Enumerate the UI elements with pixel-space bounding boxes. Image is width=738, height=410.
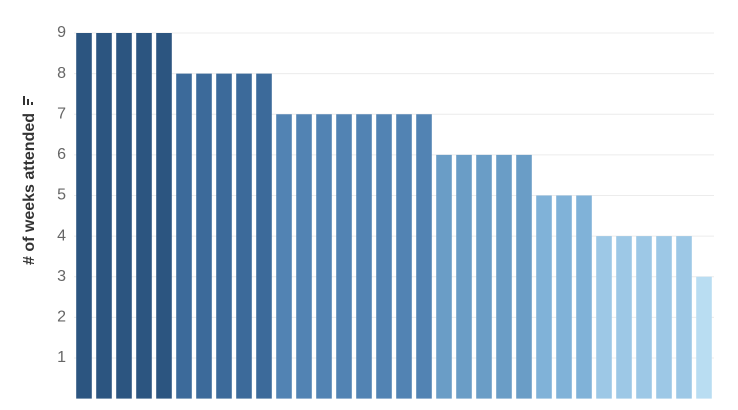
bar [296, 114, 312, 399]
bar [336, 114, 352, 399]
bar [156, 33, 172, 399]
bar [216, 73, 232, 399]
bar [96, 33, 112, 399]
bar [376, 114, 392, 399]
y-axis-title: # of weeks attended [21, 113, 38, 265]
bar [396, 114, 412, 399]
y-tick-label: 1 [57, 349, 66, 366]
bar [516, 154, 532, 399]
bar [416, 114, 432, 399]
bar [696, 276, 712, 399]
bar [356, 114, 372, 399]
y-tick-label: 8 [57, 65, 66, 82]
y-tick-label: 7 [57, 105, 66, 122]
y-axis-title-group: # of weeks attended [21, 96, 38, 265]
bar [256, 73, 272, 399]
bar [496, 154, 512, 399]
bar [616, 236, 632, 399]
bar [596, 236, 612, 399]
bar [436, 154, 452, 399]
bar [576, 195, 592, 399]
sort-icon[interactable] [23, 96, 33, 105]
bar [276, 114, 292, 399]
y-tick-label: 2 [57, 309, 66, 326]
bar [196, 73, 212, 399]
y-tick-label: 4 [57, 227, 66, 244]
bar [76, 33, 92, 399]
bar [116, 33, 132, 399]
bar [676, 236, 692, 399]
bar [536, 195, 552, 399]
y-tick-label: 9 [57, 24, 66, 41]
bar [136, 33, 152, 399]
bar [656, 236, 672, 399]
bar [556, 195, 572, 399]
y-tick-label: 6 [57, 146, 66, 163]
bar [236, 73, 252, 399]
bar [316, 114, 332, 399]
bar [476, 154, 492, 399]
bar [636, 236, 652, 399]
bar [176, 73, 192, 399]
bar [456, 154, 472, 399]
y-tick-label: 5 [57, 187, 66, 204]
y-tick-label: 3 [57, 268, 66, 285]
